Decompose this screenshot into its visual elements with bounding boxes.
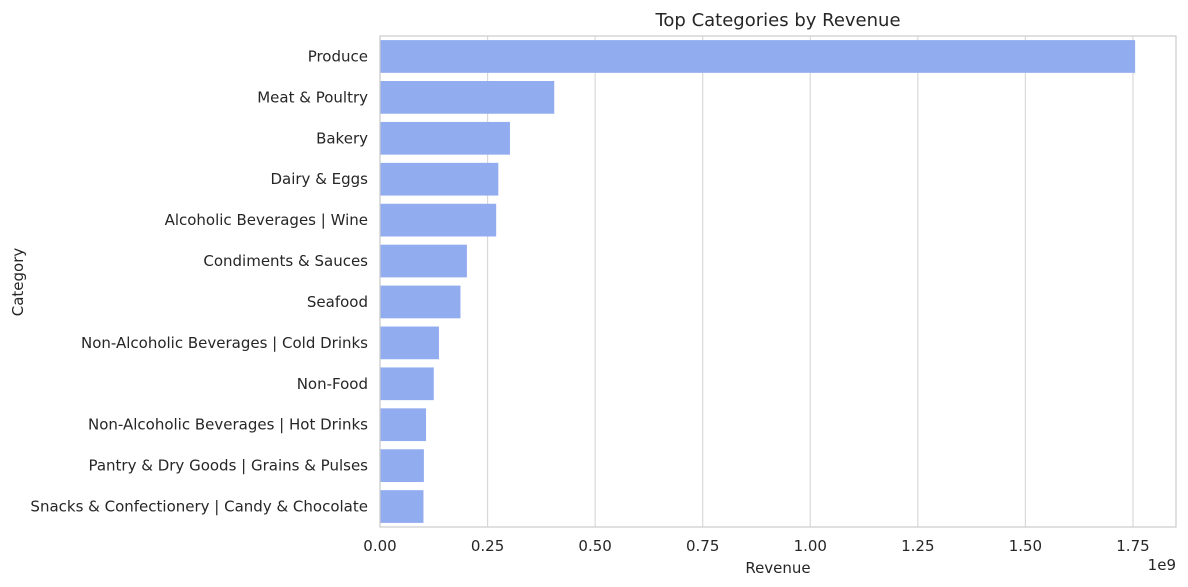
bar [380, 285, 461, 319]
y-tick-label: Meat & Poultry [257, 88, 368, 106]
bar [380, 203, 497, 237]
x-offset-label: 1e9 [1148, 556, 1176, 574]
y-axis-title: Category [9, 248, 27, 317]
bar [380, 244, 467, 278]
x-tick-label: 0.50 [578, 537, 611, 555]
bar [380, 449, 424, 482]
bar [380, 162, 499, 196]
bar [380, 81, 555, 114]
y-tick-label: Non-Alcoholic Beverages | Hot Drinks [88, 416, 368, 434]
y-tick-labels: Produce Meat & Poultry Bakery Dairy & Eggs A… [30, 47, 368, 515]
bar [380, 490, 424, 523]
y-tick-label: Bakery [316, 129, 368, 147]
x-tick-label: 0.75 [686, 537, 719, 555]
y-tick-label: Pantry & Dry Goods | Grains & Pulses [88, 457, 368, 475]
x-tick-labels: 0.00 0.25 0.50 0.75 1.00 1.25 1.50 1.75 [363, 537, 1149, 555]
x-tick-label: 0.00 [363, 537, 396, 555]
bars [380, 40, 1136, 523]
y-tick-label: Non-Food [297, 375, 368, 393]
x-tick-label: 1.75 [1116, 537, 1149, 555]
x-tick-label: 1.00 [794, 537, 827, 555]
y-tick-label: Seafood [307, 293, 368, 311]
x-axis-title: Revenue [745, 559, 810, 577]
x-tick-label: 1.25 [901, 537, 934, 555]
y-tick-label: Dairy & Eggs [270, 170, 368, 188]
y-tick-label: Alcoholic Beverages | Wine [165, 211, 368, 229]
x-tick-label: 1.50 [1009, 537, 1042, 555]
plot-frame [379, 35, 1177, 528]
y-tick-label: Condiments & Sauces [203, 252, 368, 270]
y-tick-label: Non-Alcoholic Beverages | Cold Drinks [81, 334, 368, 352]
bar [380, 408, 427, 442]
y-tick-label: Snacks & Confectionery | Candy & Chocola… [30, 498, 368, 516]
grid-lines [379, 36, 1134, 527]
x-tick-label: 0.25 [471, 537, 504, 555]
bar [380, 326, 439, 360]
bar [380, 367, 434, 401]
chart-title: Top Categories by Revenue [654, 10, 900, 31]
bar [380, 40, 1136, 73]
bar [380, 121, 510, 155]
y-tick-label: Produce [308, 47, 368, 65]
